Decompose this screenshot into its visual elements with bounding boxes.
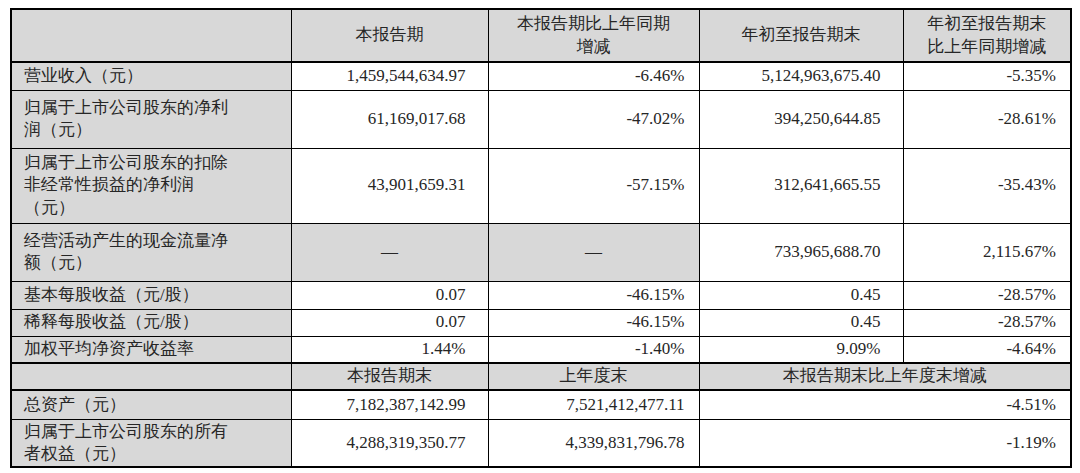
col-header-ytd-change: 年初至报告期末 比上年同期增减 bbox=[903, 9, 1071, 62]
table-row-equity: 归属于上市公司股东的所有 者权益（元） 4,288,319,350.77 4,3… bbox=[11, 419, 1071, 467]
row-label-net-profit: 归属于上市公司股东的净利 润（元） bbox=[11, 90, 291, 148]
equity-period-end-value: 4,288,319,350.77 bbox=[291, 419, 488, 467]
table-header-row-top: 本报告期 本报告期比上年同期 增减 年初至报告期末 年初至报告期末 比上年同期增… bbox=[11, 9, 1071, 62]
cash-flow-ytd-value: 733,965,688.70 bbox=[699, 223, 903, 281]
basic-eps-current-change: -46.15% bbox=[488, 281, 699, 309]
col-header-period-end-change: 本报告期末比上年度末增减 bbox=[699, 363, 1071, 390]
diluted-eps-current-value: 0.07 bbox=[291, 309, 488, 336]
table-row-weighted-avg-roe: 加权平均净资产收益率 1.44% -1.40% 9.09% -4.64% bbox=[11, 336, 1071, 363]
document-area: 本报告期 本报告期比上年同期 增减 年初至报告期末 年初至报告期末 比上年同期增… bbox=[0, 0, 1080, 473]
revenue-current-value: 1,459,544,634.97 bbox=[291, 62, 488, 90]
total-assets-prev-year-end-value: 7,521,412,477.11 bbox=[488, 390, 699, 419]
basic-eps-current-value: 0.07 bbox=[291, 281, 488, 309]
basic-eps-ytd-value: 0.45 bbox=[699, 281, 903, 309]
col-header-current-period-change: 本报告期比上年同期 增减 bbox=[488, 9, 699, 62]
revenue-ytd-change: -5.35% bbox=[903, 62, 1071, 90]
row-label-diluted-eps: 稀释每股收益（元/股） bbox=[11, 309, 291, 336]
col-header-prev-year-end: 上年度末 bbox=[488, 363, 699, 390]
table-row-diluted-eps: 稀释每股收益（元/股） 0.07 -46.15% 0.45 -28.57% bbox=[11, 309, 1071, 336]
table-row-total-assets: 总资产（元） 7,182,387,142.99 7,521,412,477.11… bbox=[11, 390, 1071, 419]
net-profit-excl-ytd-value: 312,641,665.55 bbox=[699, 148, 903, 223]
diluted-eps-current-change: -46.15% bbox=[488, 309, 699, 336]
basic-eps-ytd-change: -28.57% bbox=[903, 281, 1071, 309]
row-label-net-profit-excl-nonrecurring: 归属于上市公司股东的扣除 非经常性损益的净利润 （元） bbox=[11, 148, 291, 223]
revenue-current-change: -6.46% bbox=[488, 62, 699, 90]
revenue-ytd-value: 5,124,963,675.40 bbox=[699, 62, 903, 90]
table-row-operating-cash-flow: 经营活动产生的现金流量净 额（元） — — 733,965,688.70 2,1… bbox=[11, 223, 1071, 281]
row-label-revenue: 营业收入（元） bbox=[11, 62, 291, 90]
net-profit-excl-current-value: 43,901,659.31 bbox=[291, 148, 488, 223]
table-row-net-profit: 归属于上市公司股东的净利 润（元） 61,169,017.68 -47.02% … bbox=[11, 90, 1071, 148]
total-assets-change: -4.51% bbox=[699, 390, 1071, 419]
col-header-current-period: 本报告期 bbox=[291, 9, 488, 62]
row-label-equity: 归属于上市公司股东的所有 者权益（元） bbox=[11, 419, 291, 467]
roe-ytd-value: 9.09% bbox=[699, 336, 903, 363]
net-profit-current-change: -47.02% bbox=[488, 90, 699, 148]
financial-summary-table: 本报告期 本报告期比上年同期 增减 年初至报告期末 年初至报告期末 比上年同期增… bbox=[10, 8, 1072, 468]
equity-change: -1.19% bbox=[699, 419, 1071, 467]
roe-current-change: -1.40% bbox=[488, 336, 699, 363]
col-header-period-end: 本报告期末 bbox=[291, 363, 488, 390]
net-profit-excl-current-change: -57.15% bbox=[488, 148, 699, 223]
row-label-operating-cash-flow: 经营活动产生的现金流量净 额（元） bbox=[11, 223, 291, 281]
diluted-eps-ytd-value: 0.45 bbox=[699, 309, 903, 336]
roe-current-value: 1.44% bbox=[291, 336, 488, 363]
roe-ytd-change: -4.64% bbox=[903, 336, 1071, 363]
total-assets-period-end-value: 7,182,387,142.99 bbox=[291, 390, 488, 419]
equity-prev-year-end-value: 4,339,831,796.78 bbox=[488, 419, 699, 467]
cash-flow-current-change: — bbox=[488, 223, 699, 281]
header-bottom-empty-cell bbox=[11, 363, 291, 390]
row-label-weighted-avg-roe: 加权平均净资产收益率 bbox=[11, 336, 291, 363]
net-profit-ytd-change: -28.61% bbox=[903, 90, 1071, 148]
diluted-eps-ytd-change: -28.57% bbox=[903, 309, 1071, 336]
net-profit-current-value: 61,169,017.68 bbox=[291, 90, 488, 148]
row-label-basic-eps: 基本每股收益（元/股） bbox=[11, 281, 291, 309]
cash-flow-current-value: — bbox=[291, 223, 488, 281]
table-row-revenue: 营业收入（元） 1,459,544,634.97 -6.46% 5,124,96… bbox=[11, 62, 1071, 90]
col-header-ytd: 年初至报告期末 bbox=[699, 9, 903, 62]
table-header-row-bottom: 本报告期末 上年度末 本报告期末比上年度末增减 bbox=[11, 363, 1071, 390]
table-row-net-profit-excl-nonrecurring: 归属于上市公司股东的扣除 非经常性损益的净利润 （元） 43,901,659.3… bbox=[11, 148, 1071, 223]
cash-flow-ytd-change: 2,115.67% bbox=[903, 223, 1071, 281]
net-profit-excl-ytd-change: -35.43% bbox=[903, 148, 1071, 223]
row-label-total-assets: 总资产（元） bbox=[11, 390, 291, 419]
table-row-basic-eps: 基本每股收益（元/股） 0.07 -46.15% 0.45 -28.57% bbox=[11, 281, 1071, 309]
net-profit-ytd-value: 394,250,644.85 bbox=[699, 90, 903, 148]
header-empty-cell bbox=[11, 9, 291, 62]
